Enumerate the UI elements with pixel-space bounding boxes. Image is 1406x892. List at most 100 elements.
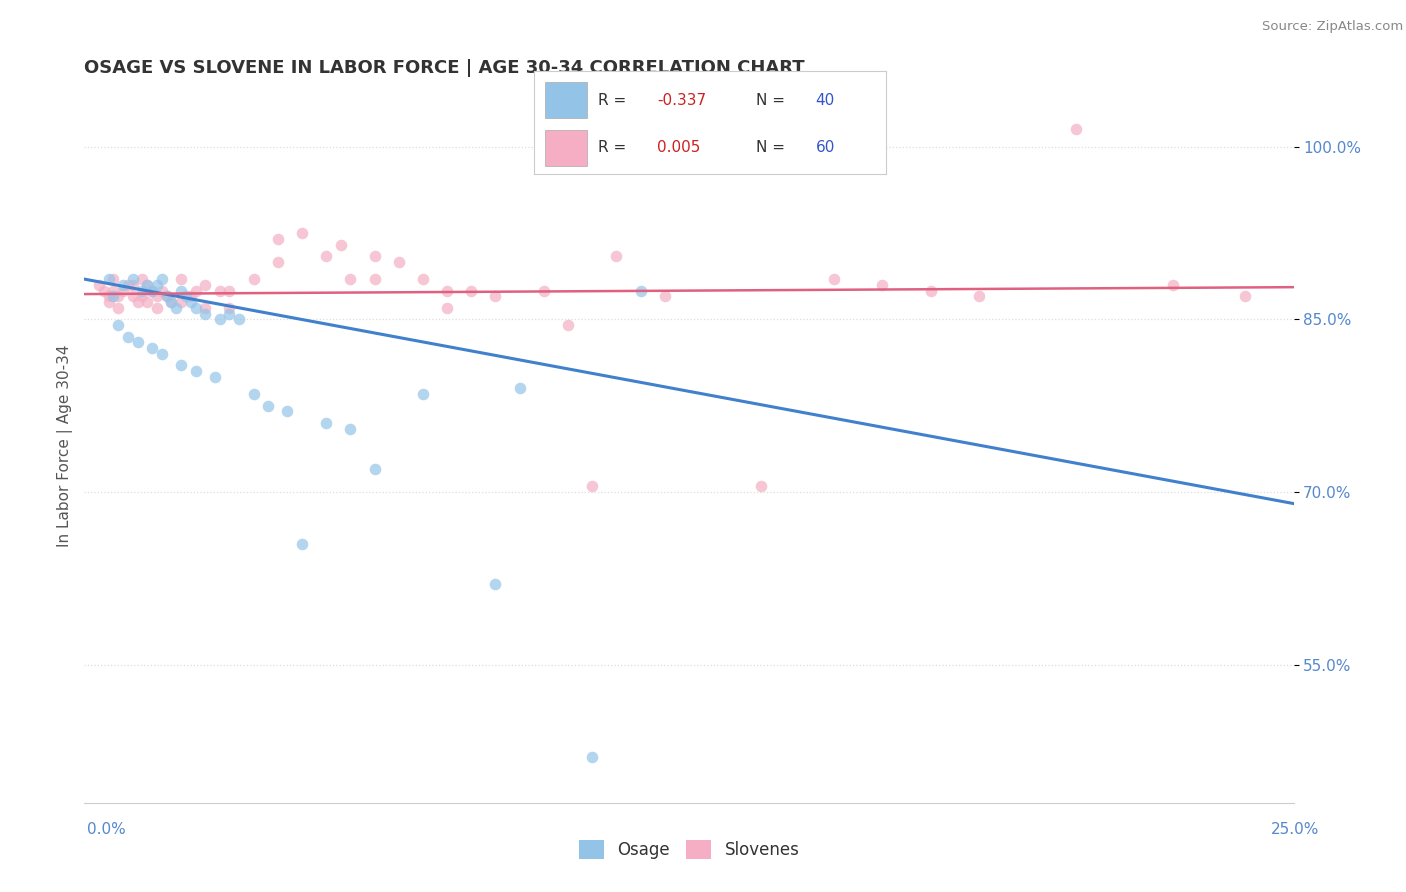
- Point: [136, 277, 159, 292]
- Point: [484, 289, 506, 303]
- Point: [121, 289, 143, 303]
- Point: [1064, 122, 1087, 136]
- Point: [117, 277, 139, 292]
- Point: [180, 295, 202, 310]
- Point: [412, 272, 434, 286]
- Point: [204, 370, 226, 384]
- Point: [363, 249, 385, 263]
- Point: [339, 422, 361, 436]
- Text: N =: N =: [756, 93, 790, 108]
- Point: [267, 232, 290, 246]
- Point: [112, 284, 135, 298]
- Point: [315, 249, 337, 263]
- Point: [170, 295, 193, 310]
- Point: [112, 277, 135, 292]
- Point: [557, 318, 579, 333]
- Point: [194, 301, 217, 315]
- Point: [291, 537, 314, 551]
- Point: [141, 284, 163, 298]
- Point: [581, 749, 603, 764]
- Point: [97, 289, 120, 303]
- Point: [155, 289, 177, 303]
- Point: [155, 289, 177, 303]
- Text: 0.005: 0.005: [657, 140, 700, 155]
- Point: [131, 284, 153, 298]
- Point: [967, 289, 990, 303]
- Text: 0.0%: 0.0%: [87, 822, 127, 837]
- Point: [127, 295, 149, 310]
- Point: [97, 295, 120, 310]
- Point: [107, 301, 129, 315]
- Point: [315, 416, 337, 430]
- Point: [1234, 289, 1257, 303]
- Point: [93, 284, 115, 298]
- Point: [87, 277, 110, 292]
- Point: [136, 277, 159, 292]
- Text: N =: N =: [756, 140, 790, 155]
- Point: [146, 289, 169, 303]
- Text: 40: 40: [815, 93, 835, 108]
- Point: [228, 312, 250, 326]
- Point: [654, 289, 676, 303]
- Point: [174, 289, 197, 303]
- Point: [160, 295, 183, 310]
- Point: [103, 284, 125, 298]
- Point: [180, 289, 202, 303]
- Point: [630, 284, 652, 298]
- Point: [150, 284, 173, 298]
- Point: [150, 347, 173, 361]
- Point: [412, 387, 434, 401]
- Point: [121, 272, 143, 286]
- Point: [160, 295, 183, 310]
- Point: [103, 272, 125, 286]
- Point: [146, 277, 169, 292]
- Point: [509, 381, 531, 395]
- FancyBboxPatch shape: [544, 130, 588, 166]
- Point: [267, 255, 290, 269]
- Text: R =: R =: [598, 93, 631, 108]
- Text: R =: R =: [598, 140, 631, 155]
- Point: [339, 272, 361, 286]
- Point: [131, 272, 153, 286]
- Point: [141, 341, 163, 355]
- Point: [460, 284, 482, 298]
- Point: [218, 301, 240, 315]
- Text: OSAGE VS SLOVENE IN LABOR FORCE | AGE 30-34 CORRELATION CHART: OSAGE VS SLOVENE IN LABOR FORCE | AGE 30…: [84, 59, 806, 77]
- Point: [388, 255, 411, 269]
- Point: [218, 307, 240, 321]
- Point: [103, 289, 125, 303]
- Text: 60: 60: [815, 140, 835, 155]
- Point: [121, 277, 143, 292]
- Point: [218, 284, 240, 298]
- Point: [208, 312, 231, 326]
- Point: [363, 272, 385, 286]
- Text: Source: ZipAtlas.com: Source: ZipAtlas.com: [1263, 20, 1403, 33]
- Point: [872, 277, 894, 292]
- Point: [291, 226, 314, 240]
- Y-axis label: In Labor Force | Age 30-34: In Labor Force | Age 30-34: [58, 344, 73, 548]
- Point: [117, 329, 139, 343]
- Point: [208, 284, 231, 298]
- Point: [127, 335, 149, 350]
- Point: [165, 301, 187, 315]
- Point: [170, 359, 193, 373]
- Point: [436, 301, 458, 315]
- Point: [107, 318, 129, 333]
- Point: [136, 295, 159, 310]
- Point: [242, 272, 264, 286]
- Point: [131, 289, 153, 303]
- Point: [170, 272, 193, 286]
- Point: [276, 404, 298, 418]
- Point: [257, 399, 280, 413]
- Point: [1161, 277, 1184, 292]
- Point: [363, 462, 385, 476]
- Point: [184, 301, 207, 315]
- Point: [146, 301, 169, 315]
- Legend: Osage, Slovenes: Osage, Slovenes: [572, 834, 806, 866]
- Text: -0.337: -0.337: [657, 93, 706, 108]
- Point: [329, 237, 352, 252]
- Point: [484, 577, 506, 591]
- Point: [242, 387, 264, 401]
- Point: [605, 249, 627, 263]
- Point: [920, 284, 942, 298]
